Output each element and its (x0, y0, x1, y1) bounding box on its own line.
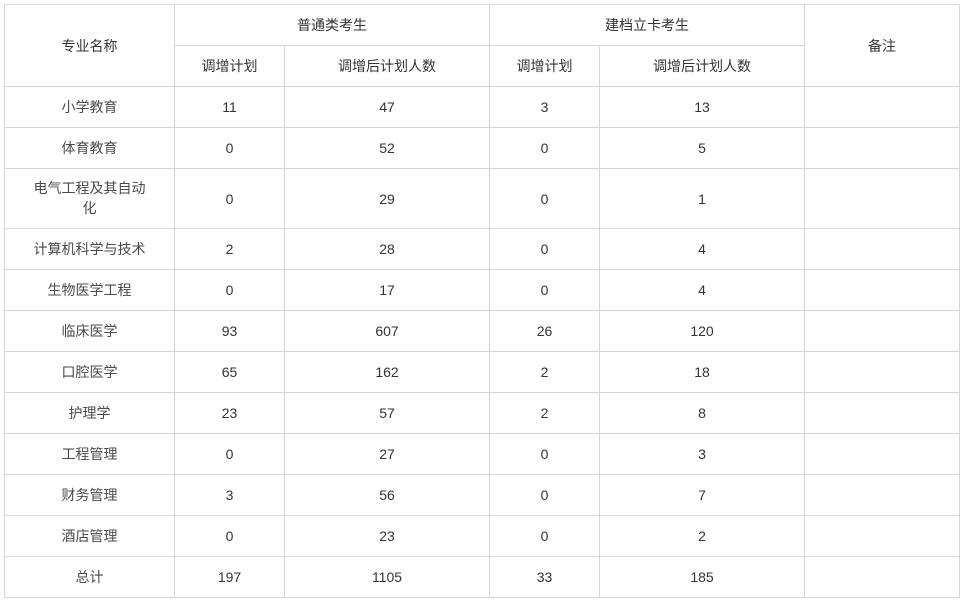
cell-remark (805, 475, 960, 516)
cell-pov-after: 5 (600, 128, 805, 169)
cell-pov-after: 3 (600, 434, 805, 475)
cell-pov-plan: 2 (490, 352, 600, 393)
cell-remark (805, 393, 960, 434)
cell-gen-after: 57 (285, 393, 490, 434)
cell-pov-after: 4 (600, 270, 805, 311)
cell-gen-after: 28 (285, 229, 490, 270)
cell-pov-plan: 0 (490, 475, 600, 516)
cell-pov-after: 8 (600, 393, 805, 434)
cell-pov-plan: 2 (490, 393, 600, 434)
table-row: 体育教育05205 (5, 128, 960, 169)
header-remarks: 备注 (805, 5, 960, 87)
table-row: 酒店管理02302 (5, 516, 960, 557)
cell-gen-plan: 93 (175, 311, 285, 352)
cell-gen-after: 52 (285, 128, 490, 169)
cell-pov-after: 120 (600, 311, 805, 352)
cell-pov-after: 7 (600, 475, 805, 516)
header-poverty-group: 建档立卡考生 (490, 5, 805, 46)
cell-major: 电气工程及其自动化 (5, 169, 175, 229)
cell-gen-plan: 0 (175, 169, 285, 229)
cell-gen-after: 29 (285, 169, 490, 229)
cell-major: 计算机科学与技术 (5, 229, 175, 270)
cell-gen-after: 162 (285, 352, 490, 393)
cell-major: 工程管理 (5, 434, 175, 475)
cell-gen-plan: 3 (175, 475, 285, 516)
header-pov-plan: 调增计划 (490, 46, 600, 87)
cell-major: 体育教育 (5, 128, 175, 169)
cell-gen-after: 607 (285, 311, 490, 352)
cell-gen-plan: 2 (175, 229, 285, 270)
cell-gen-plan: 11 (175, 87, 285, 128)
cell-gen-after: 17 (285, 270, 490, 311)
cell-total-pov-after: 185 (600, 557, 805, 598)
cell-gen-plan: 0 (175, 434, 285, 475)
cell-gen-plan: 0 (175, 270, 285, 311)
table-row: 财务管理35607 (5, 475, 960, 516)
cell-total-label: 总计 (5, 557, 175, 598)
cell-pov-after: 18 (600, 352, 805, 393)
cell-pov-plan: 0 (490, 270, 600, 311)
header-gen-after: 调增后计划人数 (285, 46, 490, 87)
cell-major: 临床医学 (5, 311, 175, 352)
header-general-group: 普通类考生 (175, 5, 490, 46)
enrollment-plan-table: 专业名称 普通类考生 建档立卡考生 备注 调增计划 调增后计划人数 调增计划 调… (4, 4, 960, 598)
header-gen-plan: 调增计划 (175, 46, 285, 87)
cell-gen-plan: 0 (175, 516, 285, 557)
cell-major: 护理学 (5, 393, 175, 434)
cell-remark (805, 352, 960, 393)
table-total-row: 总计197110533185 (5, 557, 960, 598)
cell-remark (805, 229, 960, 270)
cell-pov-plan: 26 (490, 311, 600, 352)
table-row: 护理学235728 (5, 393, 960, 434)
cell-remark (805, 311, 960, 352)
table-row: 口腔医学65162218 (5, 352, 960, 393)
cell-remark (805, 270, 960, 311)
cell-pov-plan: 0 (490, 516, 600, 557)
cell-pov-plan: 3 (490, 87, 600, 128)
table-body: 小学教育1147313体育教育05205电气工程及其自动化02901计算机科学与… (5, 87, 960, 598)
table-row: 工程管理02703 (5, 434, 960, 475)
cell-remark (805, 169, 960, 229)
cell-gen-plan: 0 (175, 128, 285, 169)
cell-major: 小学教育 (5, 87, 175, 128)
cell-pov-plan: 0 (490, 169, 600, 229)
cell-gen-plan: 65 (175, 352, 285, 393)
table-row: 小学教育1147313 (5, 87, 960, 128)
cell-gen-plan: 23 (175, 393, 285, 434)
cell-major: 生物医学工程 (5, 270, 175, 311)
cell-pov-plan: 0 (490, 128, 600, 169)
table-row: 生物医学工程01704 (5, 270, 960, 311)
cell-remark (805, 87, 960, 128)
cell-remark (805, 516, 960, 557)
cell-gen-after: 23 (285, 516, 490, 557)
cell-gen-after: 47 (285, 87, 490, 128)
cell-remark (805, 128, 960, 169)
cell-gen-after: 27 (285, 434, 490, 475)
table-row: 计算机科学与技术22804 (5, 229, 960, 270)
cell-pov-plan: 0 (490, 229, 600, 270)
header-pov-after: 调增后计划人数 (600, 46, 805, 87)
cell-pov-after: 2 (600, 516, 805, 557)
cell-total-remark (805, 557, 960, 598)
cell-major: 财务管理 (5, 475, 175, 516)
cell-pov-after: 4 (600, 229, 805, 270)
table-header: 专业名称 普通类考生 建档立卡考生 备注 调增计划 调增后计划人数 调增计划 调… (5, 5, 960, 87)
cell-total-gen-after: 1105 (285, 557, 490, 598)
cell-major: 酒店管理 (5, 516, 175, 557)
cell-pov-plan: 0 (490, 434, 600, 475)
table-header-row-1: 专业名称 普通类考生 建档立卡考生 备注 (5, 5, 960, 46)
table-row: 电气工程及其自动化02901 (5, 169, 960, 229)
header-major: 专业名称 (5, 5, 175, 87)
cell-total-pov-plan: 33 (490, 557, 600, 598)
cell-pov-after: 13 (600, 87, 805, 128)
cell-gen-after: 56 (285, 475, 490, 516)
cell-total-gen-plan: 197 (175, 557, 285, 598)
table-row: 临床医学9360726120 (5, 311, 960, 352)
cell-remark (805, 434, 960, 475)
cell-major: 口腔医学 (5, 352, 175, 393)
cell-pov-after: 1 (600, 169, 805, 229)
